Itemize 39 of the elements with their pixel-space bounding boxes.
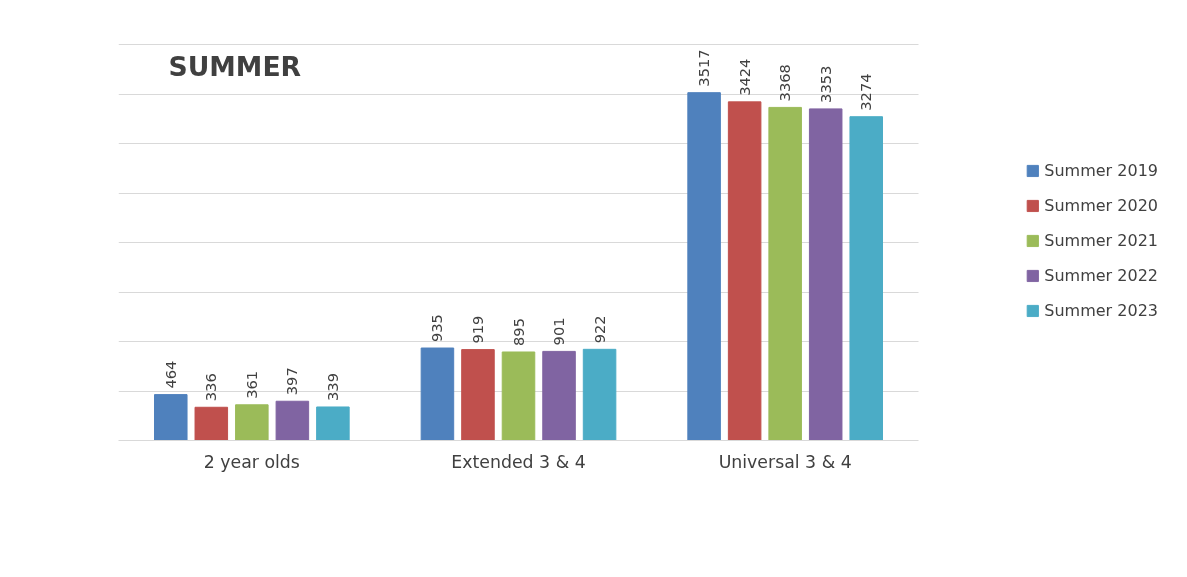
data-label: 336 bbox=[202, 373, 220, 402]
bar bbox=[316, 406, 350, 441]
data-label: 3274 bbox=[857, 73, 875, 111]
bar bbox=[687, 92, 721, 441]
bar bbox=[542, 350, 576, 441]
bar bbox=[768, 106, 802, 441]
data-label: 3368 bbox=[776, 64, 794, 102]
bar bbox=[235, 404, 269, 441]
bar bbox=[275, 400, 310, 441]
bar bbox=[420, 347, 455, 441]
legend-label: Summer 2020 bbox=[1044, 195, 1158, 215]
legend-label: Summer 2021 bbox=[1044, 230, 1158, 250]
chart-title: SUMMER bbox=[168, 50, 302, 82]
bar bbox=[808, 108, 843, 441]
bar bbox=[727, 101, 762, 441]
data-label: 922 bbox=[590, 315, 608, 344]
bar bbox=[849, 116, 883, 441]
legend-label: Summer 2019 bbox=[1044, 160, 1158, 180]
legend-label: Summer 2022 bbox=[1044, 265, 1158, 285]
data-label: 901 bbox=[550, 317, 568, 346]
x-tick-label: Universal 3 & 4 bbox=[718, 451, 852, 472]
bar bbox=[582, 348, 617, 441]
data-label: 935 bbox=[428, 314, 446, 343]
bar bbox=[501, 351, 536, 441]
legend-label: Summer 2023 bbox=[1044, 300, 1158, 320]
data-label: 3353 bbox=[816, 65, 834, 103]
data-label: 339 bbox=[323, 372, 341, 401]
x-tick-label: Extended 3 & 4 bbox=[451, 451, 586, 472]
bar bbox=[461, 349, 495, 441]
bar bbox=[194, 406, 229, 441]
data-label: 919 bbox=[468, 315, 486, 344]
data-label: 397 bbox=[283, 367, 301, 396]
data-label: 464 bbox=[161, 360, 179, 389]
data-label: 3517 bbox=[695, 49, 713, 87]
data-label: 3424 bbox=[735, 58, 753, 96]
bar bbox=[154, 394, 188, 441]
x-tick-label: 2 year olds bbox=[203, 451, 300, 472]
data-label: 895 bbox=[509, 318, 527, 346]
data-label: 361 bbox=[242, 370, 260, 399]
